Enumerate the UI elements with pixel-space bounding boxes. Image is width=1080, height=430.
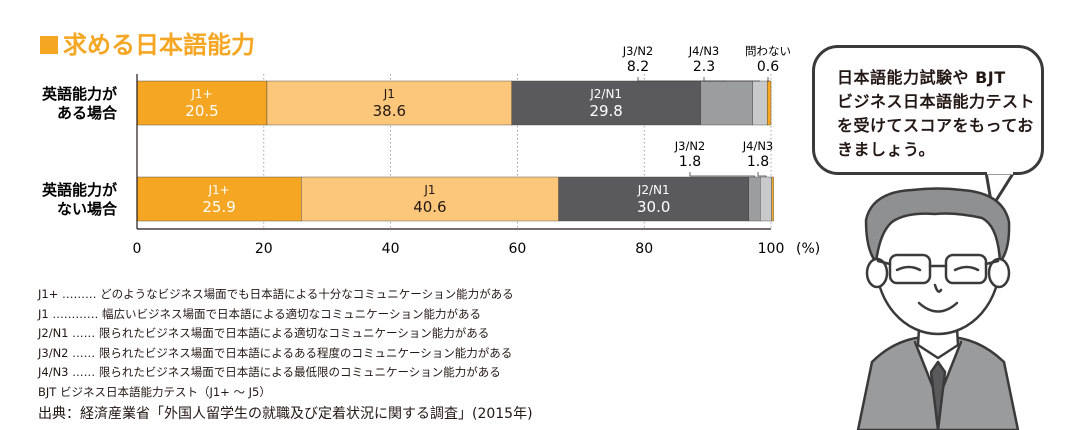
segment-value: 40.6: [413, 198, 446, 216]
bar-segment: [266, 80, 512, 126]
legend-item: J1+ ……… どのようなビジネス場面でも日本語による十分なコミュニケーション能…: [38, 287, 514, 301]
bar-segment: [301, 176, 559, 222]
callout-value: 1.8: [679, 154, 701, 170]
legend-item: J1 ………… 幅広いビジネス場面で日本語による適切なコミュニケーション能力があ…: [38, 306, 481, 321]
segment-label: J1: [383, 87, 395, 101]
segment-label: J1: [423, 183, 435, 197]
callout-leader: [689, 172, 755, 177]
row-label: 英語能力が: [42, 181, 118, 199]
segment-value: 29.8: [589, 102, 622, 120]
bar-segment: [771, 176, 774, 222]
row-label: 英語能力が: [42, 85, 118, 103]
segment-value: 20.5: [185, 102, 218, 120]
x-unit-label: (%): [796, 241, 820, 257]
legend-item: J4/N3 …… 限られたビジネス場面で日本語による最低限のコミュニケーション能…: [38, 365, 501, 380]
bar-segment: [558, 176, 750, 222]
x-tick-label: 20: [255, 241, 273, 257]
callout-leader: [757, 172, 767, 177]
bubble-line: 日本語能力試験や BJT: [837, 68, 1006, 87]
x-axis: 0 20 40 60 80 100 (%): [133, 74, 820, 257]
bar-segment: [136, 176, 302, 222]
bubble-text: 日本語能力試験や BJT ビジネス日本語能力テスト を受けてスコアをもってお きましょ…: [837, 66, 1037, 162]
bubble-line: きましょう。: [837, 140, 936, 159]
x-tick-label: 40: [382, 241, 400, 257]
callout-value: 0.6: [757, 59, 779, 75]
legend-item: J3/N2 …… 限られたビジネス場面で日本語によるある程度のコミュニケーション…: [38, 345, 513, 360]
bubble-line: ビジネス日本語能力テスト: [837, 92, 1036, 111]
segment-label: J1+: [190, 87, 212, 101]
speech-bubble: 日本語能力試験や BJT ビジネス日本語能力テスト を受けてスコアをもってお きましょ…: [812, 45, 1044, 175]
callout-value: 1.8: [747, 154, 769, 170]
bar-segment: [511, 80, 701, 126]
callout-leader: [703, 77, 760, 82]
callout-value: 2.3: [693, 59, 715, 75]
chart-title: 求める日本語能力: [63, 31, 255, 59]
segment-value: 25.9: [202, 198, 235, 216]
segment-label: J2/N1: [637, 183, 670, 197]
legend: J1+ ……… どのようなビジネス場面でも日本語による十分なコミュニケーション能…: [38, 285, 514, 403]
source-citation: 出典：経済産業省「外国人留学生の就職及び定着状況に関する調査」(2015年): [38, 406, 533, 422]
callout-label: J3/N2: [622, 44, 654, 58]
x-tick-label: 0: [133, 241, 142, 257]
x-tick-label: 60: [508, 241, 526, 257]
callout-label: 問わない: [745, 44, 791, 58]
callout-label: J3/N2: [674, 139, 706, 153]
segment-value: 38.6: [373, 102, 406, 120]
callout-leader: [767, 77, 770, 82]
callout-leader: [637, 77, 727, 82]
callout-label: J4/N3: [688, 44, 720, 58]
segment-value: 30.0: [637, 198, 670, 216]
bars: J1+20.5J138.6J2/N129.8J1+25.9J140.6J2/N1…: [136, 80, 774, 222]
x-tick-label: 80: [635, 241, 653, 257]
segment-label: J2/N1: [589, 87, 622, 101]
callout-label: J4/N3: [742, 139, 774, 153]
legend-item: BJT ビジネス日本語能力テスト（J1+ ～ J5）: [38, 384, 271, 399]
title-square: [40, 36, 58, 54]
row-label: ない場合: [57, 200, 118, 218]
callout-value: 8.2: [627, 59, 649, 75]
bubble-line: を受けてスコアをもってお: [837, 116, 1034, 135]
x-tick-label: 100: [758, 241, 785, 257]
legend-item: J2/N1 …… 限られたビジネス場面で日本語による適切なコミュニケーション能力…: [38, 326, 490, 341]
bar-segment: [700, 80, 753, 126]
row-label: ある場合: [57, 104, 118, 122]
segment-label: J1+: [207, 183, 229, 197]
